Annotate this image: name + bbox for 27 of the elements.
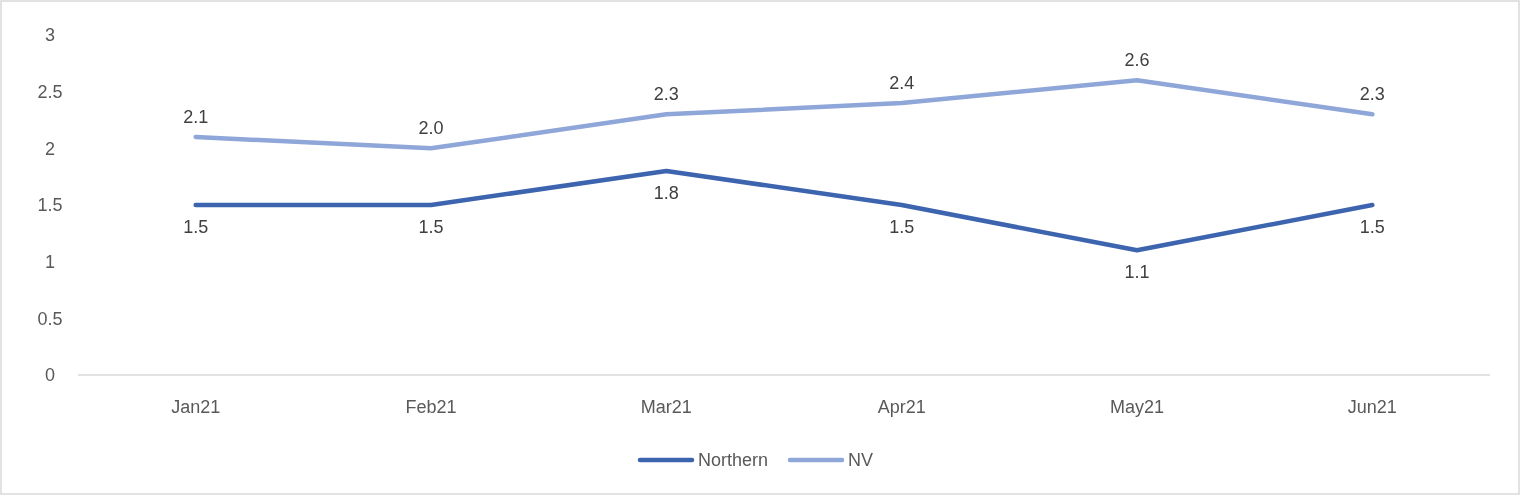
data-label: 1.5 <box>183 217 209 237</box>
data-label: 1.5 <box>889 217 915 237</box>
y-tick-label: 2.5 <box>37 81 63 102</box>
data-label: 2.3 <box>653 84 679 105</box>
data-label: 2.3 <box>1359 84 1385 105</box>
y-tick-label: 0 <box>44 365 56 386</box>
legend-label: Northern <box>698 450 769 471</box>
data-label: 1.1 <box>1124 262 1150 283</box>
data-label: 2.1 <box>183 107 209 127</box>
data-label: 1.5 <box>1359 217 1385 237</box>
y-tick-label: 3 <box>44 25 56 46</box>
x-tick-label: May21 <box>1109 397 1165 417</box>
legend-label: NV <box>848 450 874 471</box>
x-tick-label: Mar21 <box>640 397 692 417</box>
x-tick-label: Feb21 <box>405 397 457 417</box>
data-label: 1.8 <box>653 183 679 203</box>
data-label: 2.6 <box>1124 50 1150 71</box>
x-tick-label: Jun21 <box>1347 397 1397 417</box>
y-tick-label: 1 <box>44 251 56 272</box>
y-tick-label: 0.5 <box>37 308 63 329</box>
data-label: 2.4 <box>889 73 915 93</box>
x-tick-label: Jan21 <box>171 397 221 417</box>
data-label: 1.5 <box>418 217 444 237</box>
y-tick-label: 1.5 <box>37 195 63 216</box>
data-label: 2.0 <box>418 118 444 139</box>
y-tick-label: 2 <box>44 138 56 159</box>
x-tick-label: Apr21 <box>877 397 926 417</box>
